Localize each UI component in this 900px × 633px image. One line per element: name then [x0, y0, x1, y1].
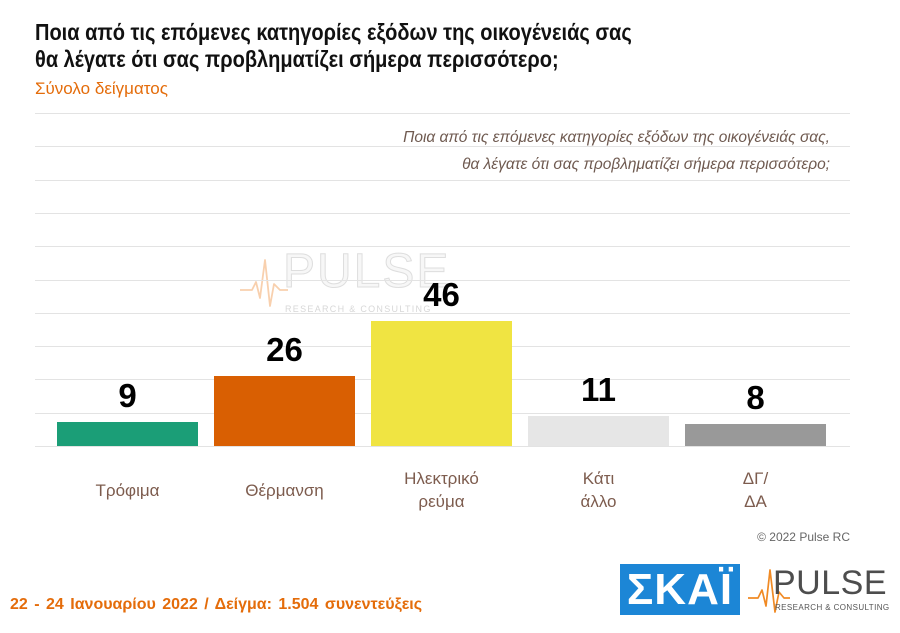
gridline — [35, 279, 850, 281]
bar-electricity — [371, 321, 512, 446]
category-label-electricity: Ηλεκτρικό ρεύμα — [404, 469, 479, 511]
category-label-heating: Θέρμανση — [245, 480, 324, 500]
bar-chart-plot-area: 9 26 46 11 8 — [35, 113, 850, 447]
watermark-name: PULSE — [282, 245, 451, 298]
chart-title-line-2: θα λέγατε ότι σας προβληματίζει σήμερα π… — [462, 156, 830, 173]
category-label-food: Τρόφιμα — [95, 480, 160, 500]
bar-food — [57, 421, 198, 446]
value-label-dont-know-no-answer: 8 — [746, 379, 765, 417]
gridline — [35, 246, 850, 248]
page-title-line-1: Ποια από τις επόμενες κατηγορίες εξόδων … — [35, 19, 632, 45]
value-label-something-else: 11 — [581, 371, 616, 409]
pulse-logo: PULSE RESEARCH & CONSULTING — [748, 564, 890, 616]
bar-something-else — [528, 416, 669, 446]
page-subtitle: Σύνολο δείγματος — [35, 79, 168, 98]
gridline — [35, 179, 850, 181]
pulse-logo-tagline: RESEARCH & CONSULTING — [775, 603, 890, 612]
category-label-something-else: Κάτι άλλο — [580, 469, 617, 511]
fieldwork-footer: 22 - 24 Ιανουαρίου 2022 / Δείγμα: 1.504 … — [10, 596, 423, 613]
copyright-note: © 2022 Pulse RC — [757, 530, 850, 544]
category-axis: Τρόφιμα Θέρμανση Ηλεκτρικό ρεύμα Κάτι άλλο Δ… — [35, 466, 850, 514]
page-title: Ποια από τις επόμενες κατηγορίες εξόδων … — [35, 19, 632, 73]
bar-dont-know-no-answer — [685, 424, 826, 446]
gridline — [35, 113, 850, 114]
gridline — [35, 146, 850, 148]
value-label-food: 9 — [118, 376, 137, 414]
heartbeat-icon — [240, 259, 288, 307]
page-title-line-2: θα λέγατε ότι σας προβληματίζει σήμερα π… — [35, 46, 559, 72]
chart-title-line-1: Ποια από τις επόμενες κατηγορίες εξόδων … — [403, 129, 830, 146]
gridline — [35, 446, 850, 447]
gridline — [35, 312, 850, 314]
value-label-electricity: 46 — [423, 276, 460, 314]
value-label-heating: 26 — [266, 330, 303, 368]
pulse-watermark: PULSE RESEARCH & CONSULTING — [240, 245, 455, 320]
gridline — [35, 212, 850, 214]
bar-heating — [214, 375, 355, 446]
watermark-tagline: RESEARCH & CONSULTING — [285, 304, 432, 314]
category-label-dont-know-no-answer: ΔΓ/ ΔΑ — [742, 469, 769, 511]
chart-title: Ποια από τις επόμενες κατηγορίες εξόδων … — [403, 124, 830, 178]
heartbeat-icon — [748, 569, 790, 613]
skai-logo: ΣΚΑΪ — [620, 564, 740, 615]
pulse-logo-name: PULSE — [773, 564, 887, 602]
